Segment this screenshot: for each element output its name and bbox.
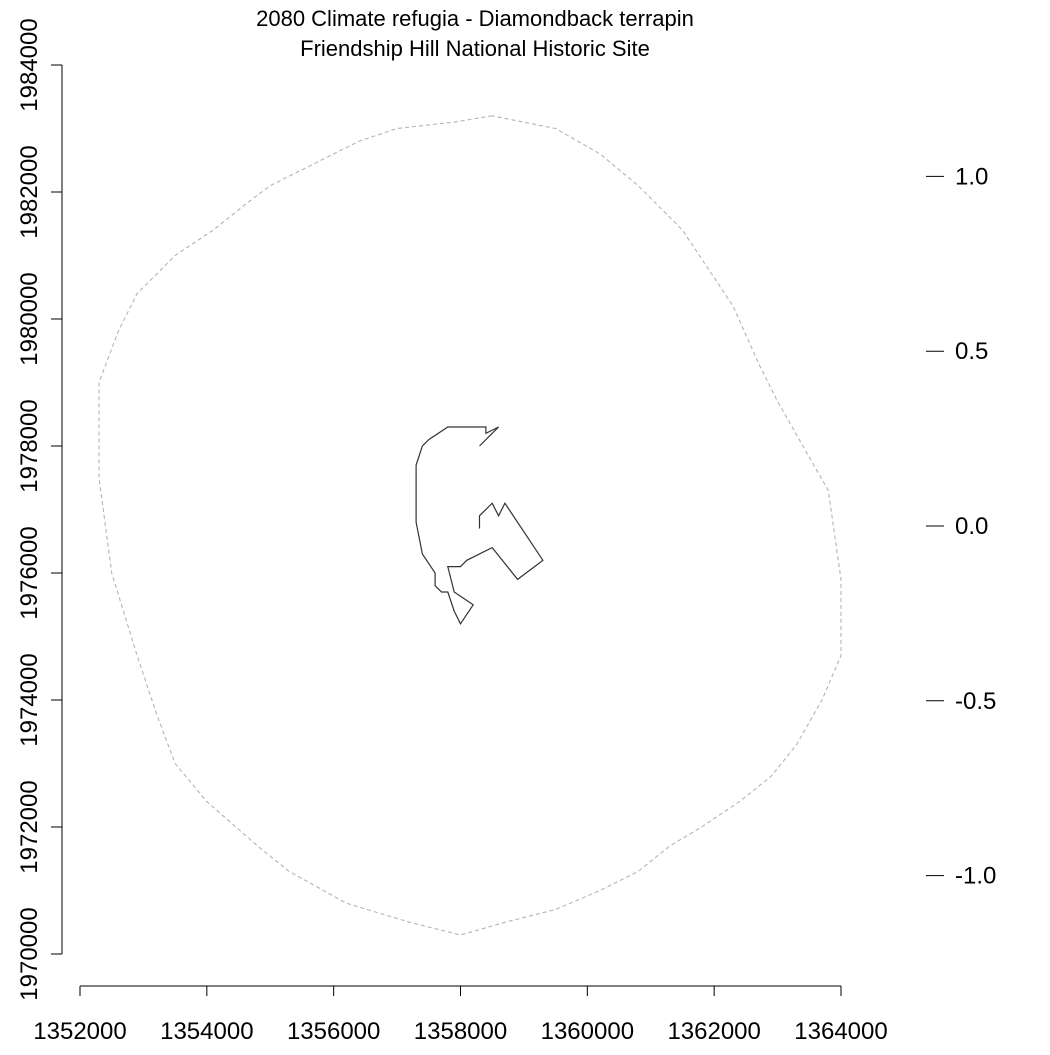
x-tick-label: 1360000	[541, 1018, 634, 1045]
y-tick-label: 1978000	[16, 399, 43, 492]
x-axis: 1352000 1354000 1356000 1358000 1360000 13620…	[33, 985, 888, 1045]
y-tick-label: 1970000	[16, 907, 43, 1000]
legend-tick-label: 0.0	[955, 513, 988, 540]
legend-tick-label: 1.0	[955, 163, 988, 190]
y-tick-label: 1974000	[16, 653, 43, 746]
y-tick-label: 1972000	[16, 780, 43, 873]
x-tick-label: 1364000	[794, 1018, 887, 1045]
legend-tick-label: 0.5	[955, 338, 988, 365]
chart-title: 2080 Climate refugia - Diamondback terra…	[256, 6, 694, 31]
x-tick-label: 1362000	[667, 1018, 760, 1045]
y-axis: 1970000 1972000 1974000 1976000 1978000 19800…	[16, 18, 63, 1001]
y-tick-label: 1980000	[16, 272, 43, 365]
y-tick-label: 1976000	[16, 526, 43, 619]
x-tick-label: 1358000	[414, 1018, 507, 1045]
x-tick-label: 1352000	[33, 1018, 126, 1045]
buffer-line	[98, 115, 842, 936]
x-tick-label: 1356000	[287, 1018, 380, 1045]
chart-subtitle: Friendship Hill National Historic Site	[300, 36, 650, 61]
plot-area	[98, 115, 842, 936]
legend-tick-label: -0.5	[955, 688, 996, 715]
park-boundary-line	[415, 426, 544, 625]
legend-tick-label: -1.0	[955, 863, 996, 890]
y-tick-label: 1984000	[16, 18, 43, 111]
legend-scale-axis: 1.0 0.5 0.0 -0.5 -1.0	[926, 163, 996, 890]
y-tick-label: 1982000	[16, 145, 43, 238]
x-tick-label: 1354000	[160, 1018, 253, 1045]
